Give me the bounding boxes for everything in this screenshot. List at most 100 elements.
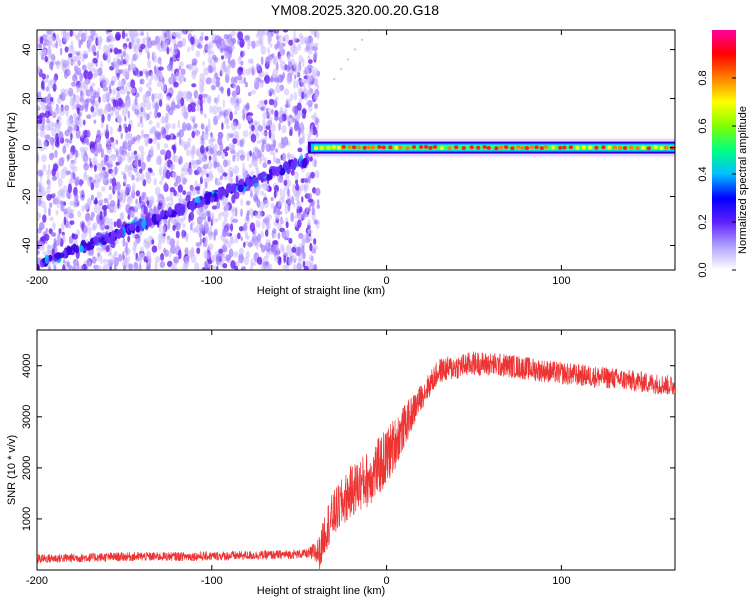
spectrogram-diagonal-cell <box>100 236 105 243</box>
spectrogram-noise-cell <box>37 153 40 163</box>
spectrogram-noise-cell <box>286 194 292 205</box>
spectrogram-noise-cell <box>105 244 110 253</box>
spectrogram-noise-cell <box>199 232 202 238</box>
spectrogram-noise-cell <box>255 40 260 47</box>
spectrogram-noise-cell <box>185 122 192 131</box>
spectrogram-noise-cell <box>314 263 318 270</box>
spectrogram-noise-cell <box>107 155 113 165</box>
spectrogram-noise-cell <box>242 106 246 116</box>
spectrogram-noise-cell <box>243 76 246 84</box>
snr-x-tick-label: 100 <box>552 575 570 587</box>
spectrogram-noise-cell <box>106 145 112 155</box>
spectrogram-noise-cell <box>124 133 131 141</box>
spectrogram-noise-cell <box>160 149 166 156</box>
snr-frame <box>36 329 676 571</box>
spectrogram-noise-cell <box>178 94 182 100</box>
spectrogram-noise-cell <box>124 247 131 256</box>
spectrogram-noise-cell <box>278 115 284 124</box>
spectrogram-noise-cell <box>132 240 138 248</box>
spectrogram-noise-cell <box>298 130 301 138</box>
spectrogram-diagonal-cell <box>232 183 237 194</box>
spectrogram-noise-cell <box>221 55 224 60</box>
spectrogram-noise-cell <box>154 109 159 119</box>
spectrogram-noise-cell <box>108 84 112 93</box>
spectrogram-noise-cell <box>87 71 93 80</box>
spectrogram-noise-cell <box>127 110 130 119</box>
spectrogram-noise-cell <box>233 95 239 101</box>
spectrogram-noise-cell <box>148 195 155 206</box>
spectrogram-noise-cell <box>46 193 52 201</box>
spectrogram-noise-cell <box>38 71 43 76</box>
spectrogram-noise-cell <box>82 80 88 85</box>
spectrogram-noise-cell <box>202 187 206 196</box>
spectrogram-noise-cell <box>81 64 87 71</box>
spectrogram-flat-peak <box>641 145 646 150</box>
spectrogram-noise-cell <box>256 198 261 208</box>
spectrogram-noise-cell <box>164 154 168 161</box>
spectrogram-noise-cell <box>42 214 47 223</box>
spectrogram-noise-cell <box>100 132 103 138</box>
spectrogram-noise-cell <box>314 42 319 47</box>
spectrogram-noise-cell <box>75 129 81 139</box>
spectrogram-diagonal-cell <box>72 243 77 252</box>
spectrogram-noise-cell <box>66 261 70 268</box>
spectrogram-noise-cell <box>128 263 133 270</box>
spectrogram-noise-cell <box>264 99 268 105</box>
spectrogram-noise-cell <box>260 262 266 270</box>
spectrogram-noise-cell <box>227 241 232 249</box>
spectrogram-flat-peak <box>510 146 515 151</box>
spectrogram-noise-cell <box>52 83 57 92</box>
spectrogram-noise-cell <box>72 258 79 266</box>
spectrogram-noise-cell <box>66 117 73 127</box>
spectrogram-noise-cell <box>287 152 290 159</box>
spectrogram-noise-cell <box>313 93 319 100</box>
spectrogram-noise-cell <box>211 49 215 56</box>
spectrogram-noise-cell <box>65 108 69 118</box>
spectrogram-noise-cell <box>99 170 106 179</box>
spectrogram-noise-cell <box>151 245 158 253</box>
spectrogram-noise-cell <box>159 261 165 268</box>
spectrogram-noise-cell <box>112 141 116 149</box>
spectrogram-noise-cell <box>74 33 79 40</box>
spectrogram-noise-cell <box>215 76 221 82</box>
spectrogram-x-axis-label: Height of straight line (km) <box>257 285 385 297</box>
spectrogram-flat-peak <box>622 146 628 150</box>
spectrogram-noise-cell <box>170 101 176 110</box>
spectrogram-noise-cell <box>47 174 50 182</box>
spectrogram-noise-cell <box>250 89 257 95</box>
spectrogram-noise-cell <box>296 102 302 111</box>
spectrogram-noise-cell <box>282 30 289 33</box>
spectrogram-noise-cell <box>239 139 244 148</box>
spectrogram-noise-cell <box>116 218 122 229</box>
spectrogram-flat-peak <box>326 145 331 150</box>
spectrogram-noise-cell <box>125 152 131 158</box>
spectrogram-faint-cell <box>339 68 343 71</box>
spectrogram-noise-cell <box>217 94 220 103</box>
spectrogram-noise-cell <box>96 129 101 137</box>
spectrogram-noise-cell <box>86 129 91 139</box>
spectrogram-noise-cell <box>72 165 78 172</box>
spectrogram-noise-cell <box>241 267 245 270</box>
spectrogram-noise-cell <box>303 79 308 84</box>
spectrogram-noise-cell <box>86 197 92 207</box>
spectrogram-noise-cell <box>165 134 171 140</box>
spectrogram-noise-cell <box>119 61 124 66</box>
spectrogram-noise-cell <box>225 117 229 124</box>
spectrogram-noise-cell <box>50 53 55 60</box>
spectrogram-noise-cell <box>46 244 52 249</box>
spectrogram-noise-cell <box>203 99 206 104</box>
spectrogram-noise-cell <box>297 219 302 228</box>
spectrogram-noise-cell <box>127 157 132 164</box>
spectrogram-noise-cell <box>207 56 213 64</box>
spectrogram-noise-cell <box>89 86 94 93</box>
spectrogram-noise-cell <box>147 51 150 60</box>
spectrogram-noise-cell <box>276 210 283 216</box>
spectrogram-noise-cell <box>37 119 43 124</box>
spectrogram-noise-cell <box>171 123 176 130</box>
spectrogram-noise-cell <box>234 102 240 112</box>
spectrogram-noise-cell <box>120 211 125 221</box>
spectrogram-noise-cell <box>134 155 139 163</box>
spectrogram-noise-cell <box>174 222 181 231</box>
spectrogram-noise-cell <box>43 233 50 241</box>
spectrogram-noise-cell <box>82 224 88 234</box>
